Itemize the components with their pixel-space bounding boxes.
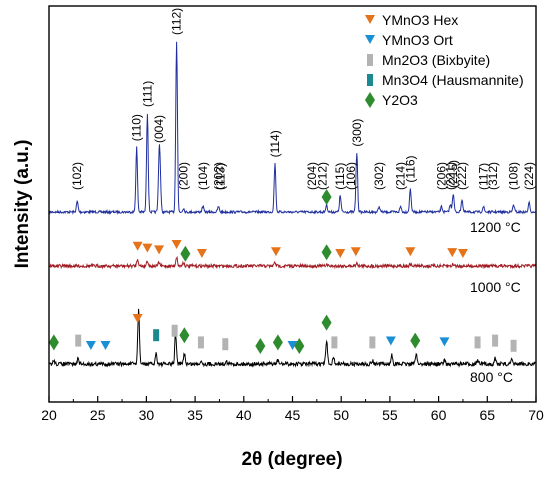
x-tick-label-8: 60: [431, 407, 447, 423]
x-tick-label-5: 45: [285, 407, 301, 423]
peak-label-15: (302): [372, 162, 386, 190]
legend-label-3: Mn3O4 (Hausmannite): [382, 72, 524, 88]
series-label-1: 1000 °C: [470, 279, 521, 295]
peak-label-20: (215): [446, 160, 460, 188]
legend-marker-0: [365, 15, 375, 24]
phase-marker-1-0: [132, 241, 143, 251]
phase-marker-2-10: [255, 338, 266, 354]
x-tick-label-6: 50: [333, 407, 349, 423]
series-label-0: 1200 °C: [470, 219, 521, 235]
phase-marker-2-15: [331, 336, 338, 349]
peak-label-3: (004): [152, 115, 166, 143]
x-tick-label-7: 55: [382, 407, 398, 423]
peak-label-5: (200): [176, 162, 190, 190]
phase-marker-2-18: [410, 332, 421, 349]
axis-layer: 20 25 30 35 40 45 50 55 60 65 70: [41, 396, 544, 423]
phase-marker-2-9: [222, 338, 229, 351]
series-line-2: [49, 308, 536, 368]
series-line-0: [49, 41, 536, 215]
series-layer: [49, 41, 536, 368]
peak-label-13: (106): [344, 162, 358, 190]
phase-marker-2-3: [100, 341, 111, 350]
legend-label-2: Mn2O3 (Bixbyite): [382, 52, 490, 68]
legend-label-1: YMnO3 Ort: [382, 32, 453, 48]
peak-label-7: (202): [212, 162, 226, 190]
peak-label-1: (110): [130, 114, 144, 141]
peak-label-6: (104): [196, 162, 210, 190]
phase-marker-1-9: [350, 247, 361, 257]
phase-marker-2-12: [287, 341, 298, 350]
phase-marker-1-12: [457, 249, 468, 258]
legend-marker-4: [365, 92, 375, 108]
legend-marker-3: [367, 74, 373, 86]
phase-marker-1-3: [171, 240, 182, 249]
phase-marker-2-21: [492, 334, 499, 347]
peak-label-4: (112): [170, 8, 184, 35]
phase-marker-2-20: [474, 336, 481, 349]
phase-marker-2-0: [48, 334, 59, 351]
phase-marker-1-7: [321, 244, 332, 261]
phase-marker-2-17: [385, 336, 396, 346]
peak-label-9: (114): [268, 130, 282, 157]
annotation-layer: 1200 °C (102) (110) (111) (004) (112) (200) (10…: [48, 8, 536, 385]
legend: YMnO3 Hex YMnO3 Ort Mn2O3 (Bixbyite) Mn3O4 …: [365, 12, 524, 108]
legend-label-4: Y2O3: [382, 92, 418, 108]
phase-marker-2-19: [439, 337, 450, 347]
x-tick-label-9: 65: [480, 407, 496, 423]
y-axis-title: Intensity (a.u.): [12, 140, 33, 269]
legend-marker-1: [365, 35, 375, 44]
phase-marker-1-1: [142, 243, 153, 253]
phase-marker-2-8: [197, 336, 204, 349]
peak-label-8: (113): [213, 163, 227, 190]
phase-marker-1-5: [196, 249, 207, 258]
phase-marker-2-1: [75, 334, 82, 347]
phase-marker-2-14: [321, 314, 332, 331]
phase-marker-2-7: [179, 327, 190, 344]
peak-label-16: (214): [394, 162, 408, 190]
x-tick-label-3: 35: [187, 407, 203, 423]
x-tick-label-4: 40: [236, 407, 252, 423]
phase-marker-2-16: [369, 336, 376, 349]
x-tick-label-2: 30: [139, 407, 155, 423]
legend-marker-2: [367, 54, 373, 66]
peak-label-2: (111): [140, 81, 154, 107]
phase-marker-2-4: [132, 314, 143, 324]
x-tick-label-1: 25: [90, 407, 106, 423]
peak-label-11: (212): [316, 162, 330, 190]
phase-marker-0-0: [321, 189, 332, 205]
peak-label-18: (206): [435, 162, 449, 190]
phase-marker-1-2: [154, 245, 165, 255]
peak-label-12: (115): [333, 163, 347, 190]
peak-label-25: (224): [522, 162, 536, 190]
peak-label-19: (221): [443, 162, 457, 190]
phase-marker-2-6: [171, 324, 178, 337]
peak-label-10: (204): [305, 162, 319, 190]
phase-marker-2-5: [153, 329, 160, 342]
phase-marker-1-4: [180, 245, 191, 262]
peak-label-23: (312): [486, 162, 500, 190]
phase-marker-2-13: [294, 338, 305, 354]
x-tick-label-0: 20: [41, 407, 57, 423]
phase-marker-2-2: [85, 341, 96, 350]
phase-marker-1-6: [270, 247, 281, 257]
series-line-1: [49, 255, 536, 270]
peak-label-22: (117): [476, 163, 490, 190]
phase-marker-2-22: [510, 339, 517, 352]
peak-label-24: (108): [507, 162, 521, 190]
x-axis-title: 2θ (degree): [241, 449, 342, 470]
phase-marker-1-11: [447, 248, 458, 258]
peak-label-21: (222): [455, 162, 469, 190]
peak-label-0: (102): [70, 162, 84, 190]
phase-marker-2-11: [272, 334, 283, 351]
peak-label-14: (300): [350, 119, 364, 147]
peak-label-17: (116): [403, 155, 417, 182]
legend-label-0: YMnO3 Hex: [382, 12, 458, 28]
series-label-2: 800 °C: [470, 369, 513, 385]
x-tick-label-10: 70: [528, 407, 544, 423]
phase-marker-1-8: [335, 249, 346, 258]
phase-marker-1-10: [405, 247, 416, 257]
